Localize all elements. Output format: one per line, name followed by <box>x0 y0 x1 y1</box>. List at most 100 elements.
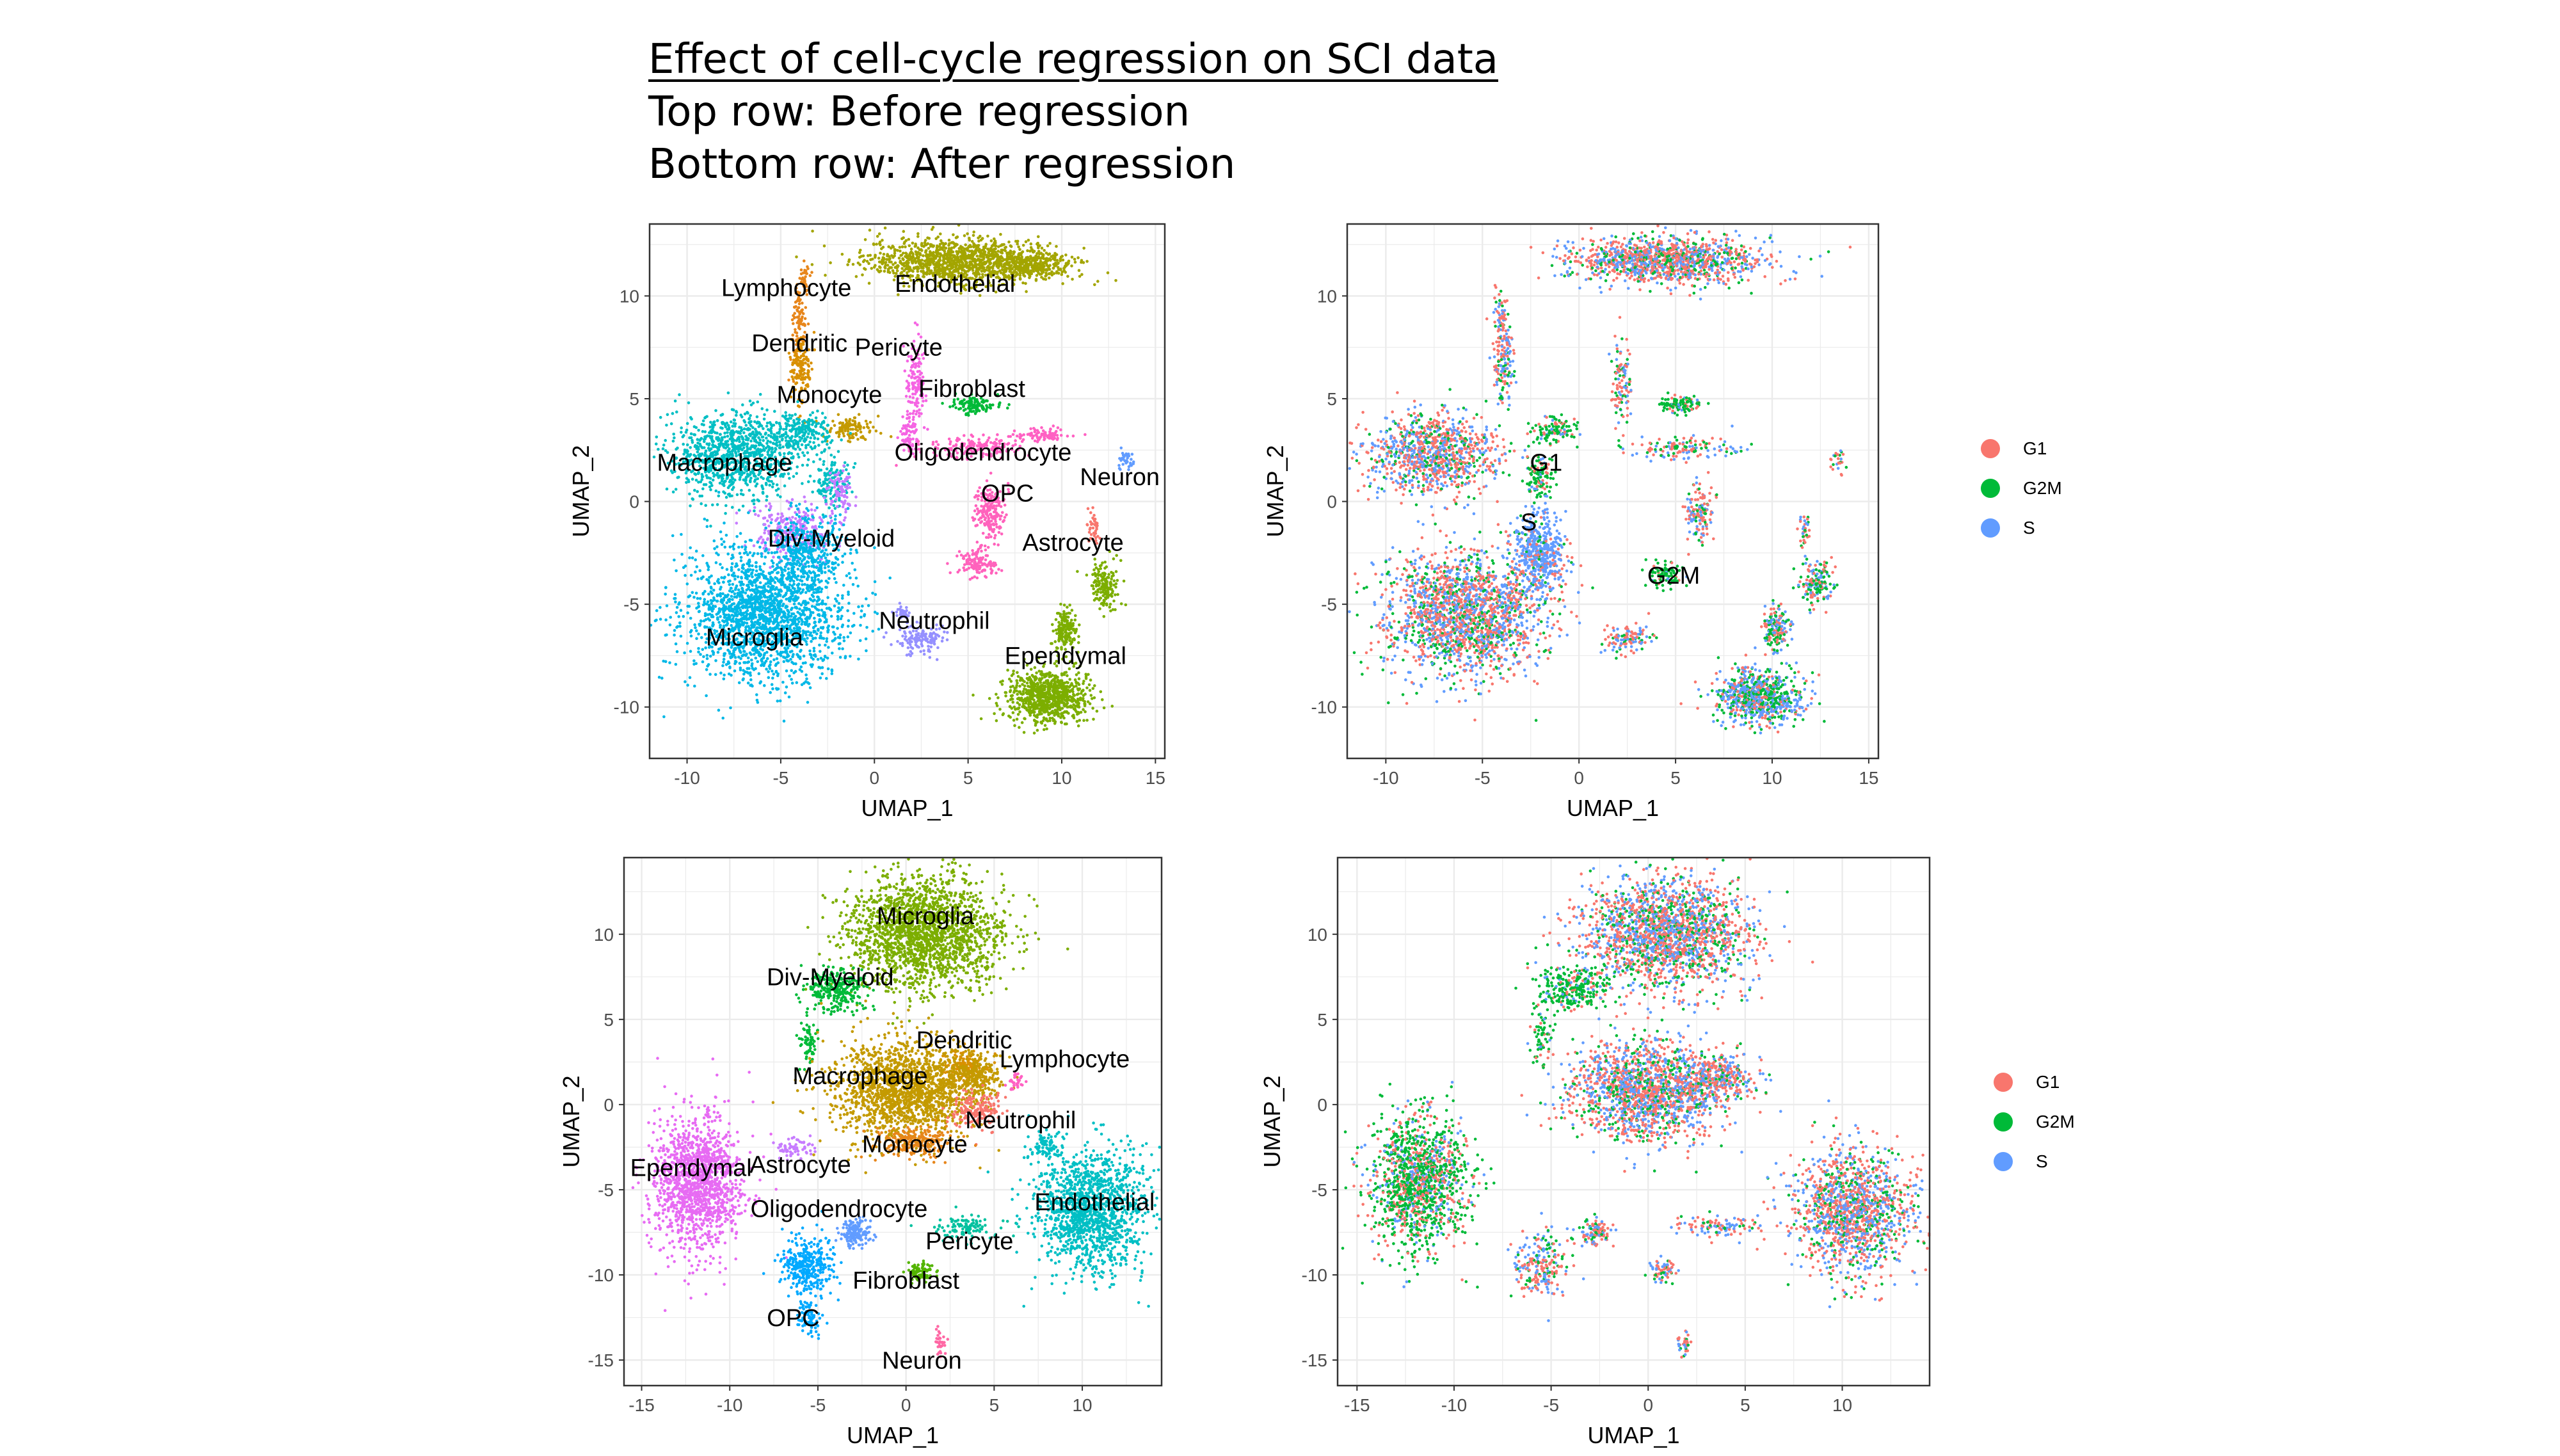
cell-point <box>680 553 684 556</box>
cell-point <box>765 436 768 440</box>
cell-point <box>899 250 902 253</box>
cell-point <box>989 407 993 410</box>
cell-point <box>826 488 829 491</box>
cell-point <box>857 262 860 265</box>
cell-point <box>920 412 923 415</box>
cell-point <box>937 260 940 263</box>
cell-point <box>771 518 774 522</box>
cell-point <box>998 531 1001 534</box>
cell-point <box>688 556 691 559</box>
cell-point <box>926 243 929 246</box>
cell-point <box>703 440 706 444</box>
cell-point <box>768 502 771 506</box>
cell-point <box>852 466 856 469</box>
cell-point <box>877 257 881 260</box>
cell-point <box>894 248 897 252</box>
cell-point <box>1053 252 1057 255</box>
cell-point <box>744 442 747 445</box>
cell-point <box>737 446 740 449</box>
cell-point <box>798 431 801 435</box>
cell-point <box>976 524 979 527</box>
cell-point <box>908 238 911 241</box>
cell-point <box>799 361 803 364</box>
cell-point <box>994 518 997 521</box>
cell-point <box>979 516 982 520</box>
cell-point <box>772 673 776 676</box>
cell-point <box>905 253 908 256</box>
cell-point <box>823 472 826 475</box>
cell-point <box>977 244 980 247</box>
cell-point <box>844 480 847 483</box>
cell-point <box>673 436 676 440</box>
cell-point <box>749 435 752 438</box>
cell-point <box>914 402 917 405</box>
cell-point <box>771 424 774 428</box>
cell-point <box>979 547 982 550</box>
cell-point <box>810 271 813 274</box>
cell-point <box>759 509 762 513</box>
cell-point <box>817 438 820 441</box>
cell-point <box>840 500 844 503</box>
cell-point <box>757 514 760 517</box>
cell-point <box>802 358 805 362</box>
cell-point <box>862 260 865 264</box>
cell-point <box>994 534 997 537</box>
cell-point <box>911 375 914 378</box>
cell-point <box>1048 273 1051 276</box>
cell-point <box>759 442 762 445</box>
cell-point <box>915 413 918 416</box>
cell-point <box>697 481 700 484</box>
cell-point <box>792 445 795 448</box>
cell-point <box>737 588 740 591</box>
cell-point <box>719 433 722 436</box>
cell-point <box>805 357 808 360</box>
cell-point <box>849 418 852 421</box>
cell-point <box>1019 433 1022 436</box>
cell-point <box>794 413 797 416</box>
cell-point <box>932 260 936 263</box>
cell-point <box>1093 284 1096 287</box>
cell-point <box>754 439 757 442</box>
cell-point <box>729 431 732 435</box>
cell-point <box>979 521 982 524</box>
cell-point <box>977 550 980 553</box>
cell-point <box>794 448 797 451</box>
cell-point <box>960 248 963 252</box>
cell-point <box>954 406 957 410</box>
cell-point <box>1037 270 1040 273</box>
cell-point <box>767 445 770 448</box>
cell-point <box>1090 523 1093 526</box>
cell-point <box>711 423 714 426</box>
cell-point <box>760 555 764 558</box>
cell-point <box>1004 246 1007 250</box>
cell-point <box>918 370 921 373</box>
cell-point <box>948 572 952 575</box>
cell-point <box>906 425 909 428</box>
cell-point <box>740 559 743 563</box>
cell-point <box>890 435 893 438</box>
cell-point <box>796 442 799 445</box>
cell-point <box>898 257 901 260</box>
cell-point <box>1056 262 1059 265</box>
cell-point <box>845 487 849 490</box>
cell-point <box>1000 569 1004 572</box>
cell-point <box>840 438 843 442</box>
cell-point <box>723 484 726 487</box>
cell-point <box>1023 265 1026 268</box>
cell-point <box>1018 262 1021 265</box>
cell-point <box>973 252 976 255</box>
cell-point <box>904 245 907 248</box>
cell-point <box>854 422 857 425</box>
cell-point <box>747 437 750 440</box>
cell-point <box>735 414 738 417</box>
cell-point <box>1062 267 1066 270</box>
cell-point <box>804 512 808 515</box>
cell-point <box>665 424 668 427</box>
cell-point <box>899 246 902 249</box>
cell-point <box>696 490 699 493</box>
cell-point <box>666 413 669 417</box>
cell-point <box>993 543 996 546</box>
cell-point <box>894 262 897 265</box>
cell-point <box>971 257 974 260</box>
cell-point <box>948 239 951 242</box>
